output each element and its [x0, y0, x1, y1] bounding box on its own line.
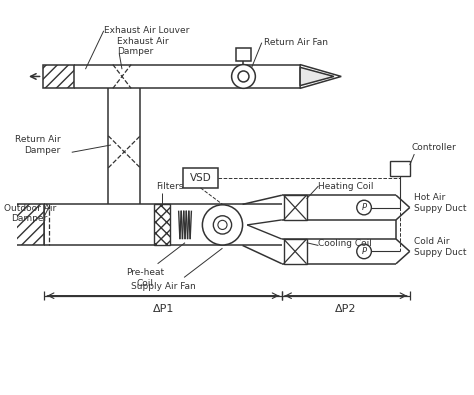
Circle shape: [218, 220, 227, 229]
Bar: [14, 204, 45, 245]
Text: Exhaust Air Louver: Exhaust Air Louver: [104, 26, 189, 35]
Circle shape: [238, 71, 249, 82]
Bar: [43, 65, 74, 88]
Circle shape: [232, 65, 255, 88]
Text: Return Air Fan: Return Air Fan: [264, 38, 328, 47]
Text: Filters: Filters: [156, 182, 183, 191]
Bar: [390, 162, 410, 176]
Text: P: P: [362, 203, 366, 212]
Circle shape: [202, 205, 243, 245]
Text: Supply Air Fan: Supply Air Fan: [131, 282, 195, 291]
Bar: [183, 168, 218, 188]
Text: Heating Coil: Heating Coil: [319, 182, 374, 190]
Bar: [283, 195, 307, 220]
Text: ΔP2: ΔP2: [335, 304, 356, 314]
Text: Pre-heat
Coil: Pre-heat Coil: [126, 268, 164, 288]
Text: Cooling Coil: Cooling Coil: [319, 239, 372, 248]
Circle shape: [213, 216, 232, 234]
Text: ΔP1: ΔP1: [153, 304, 174, 314]
Bar: [236, 48, 251, 61]
Bar: [154, 204, 171, 245]
Circle shape: [357, 200, 371, 215]
Text: VSD: VSD: [190, 173, 211, 183]
Text: P: P: [362, 247, 366, 256]
Text: Hot Air
Suppy Duct: Hot Air Suppy Duct: [414, 193, 467, 213]
Polygon shape: [300, 65, 341, 88]
Bar: [283, 239, 307, 264]
Circle shape: [357, 244, 371, 259]
Polygon shape: [300, 67, 334, 86]
Text: Exhaust Air
Damper: Exhaust Air Damper: [118, 37, 169, 56]
Text: Controller: Controller: [411, 143, 456, 152]
Text: Return Air
Damper: Return Air Damper: [15, 135, 61, 155]
Text: Cold Air
Suppy Duct: Cold Air Suppy Duct: [414, 237, 467, 256]
Text: Outdoor Air
Damper: Outdoor Air Damper: [4, 204, 56, 223]
